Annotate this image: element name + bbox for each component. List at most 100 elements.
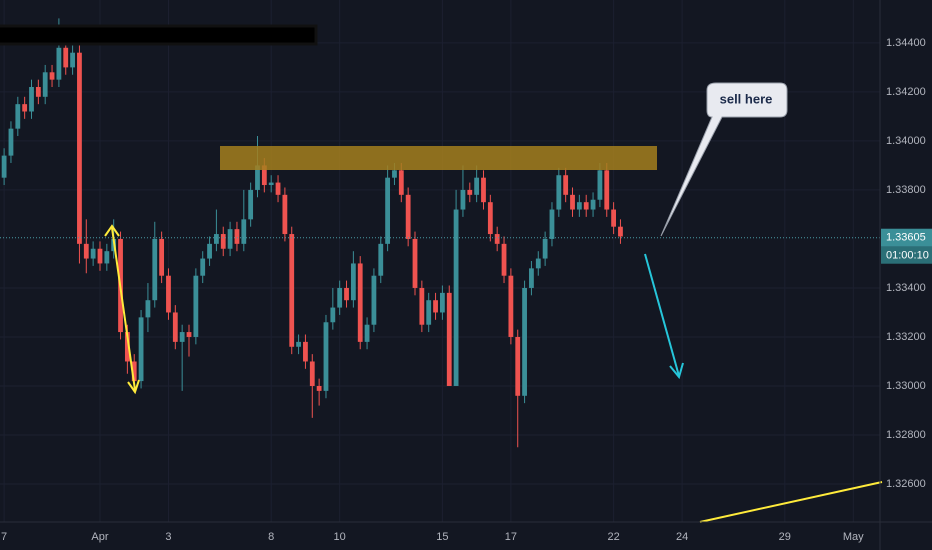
candle-body (549, 209, 555, 239)
candle-body (220, 234, 226, 249)
y-tick-label: 1.33400 (886, 282, 926, 294)
candle-body (446, 292, 452, 386)
candle-body (433, 300, 438, 313)
x-tick-label: 22 (607, 531, 619, 543)
candle-body (330, 307, 336, 323)
callout-text: sell here (720, 91, 773, 106)
yellow-arrow-head (104, 224, 120, 237)
yellow-arrow (111, 227, 136, 391)
candle-body (49, 72, 55, 80)
cyan-arrow-head (669, 362, 684, 380)
candle-body (145, 300, 151, 318)
candle-body (556, 175, 562, 210)
axes: 1.32600 1.32800 1.33000 1.33200 1.33400 1.338… (1, 37, 932, 543)
x-tick-label: May (843, 531, 864, 543)
y-tick-label: 1.33800 (886, 184, 926, 196)
candle-body (494, 234, 500, 244)
candle-body (97, 248, 103, 264)
x-tick-label: 7 (1, 531, 7, 543)
candle-body (590, 199, 596, 210)
candle-body (35, 87, 41, 97)
x-tick-label: 17 (505, 531, 517, 543)
candle-body (337, 287, 343, 308)
candle-body (268, 182, 274, 186)
y-tick-label: 1.33200 (886, 331, 926, 343)
candle-body (453, 209, 459, 386)
candle-body (131, 361, 137, 382)
candle-body (214, 234, 219, 244)
candle-body (166, 275, 171, 313)
candle-body (15, 104, 21, 129)
plot (0, 0, 880, 522)
candle-body (152, 238, 158, 301)
candle-body (426, 300, 432, 325)
candle-body (255, 165, 260, 190)
countdown-label: 01:00:10 (886, 250, 929, 262)
candle-body (611, 209, 617, 227)
y-tick-label: 1.32800 (886, 429, 926, 441)
candle-body (522, 287, 527, 396)
candle-body (542, 238, 548, 259)
candle-body (474, 177, 480, 195)
candle-body (22, 104, 28, 112)
y-tick-label: 1.34000 (886, 135, 926, 147)
x-tick-label: 24 (676, 531, 688, 543)
x-tick-label: 29 (779, 531, 791, 543)
candle-body (405, 194, 411, 239)
candle-body (90, 248, 96, 259)
candle-body (303, 341, 308, 362)
candle-body (193, 275, 199, 337)
candle-body (248, 189, 254, 220)
resistance-zone (220, 146, 657, 170)
candle-body (56, 47, 62, 80)
candle-body (467, 189, 473, 195)
candle-body (159, 238, 165, 276)
candle-body (29, 87, 34, 112)
candle-body (1, 155, 7, 178)
candle-body (200, 258, 206, 276)
candle-body (104, 251, 110, 264)
candle-body (124, 332, 130, 362)
candle-body (344, 287, 349, 301)
candle-body (392, 170, 397, 178)
trend-line (699, 481, 883, 523)
yellow-arrow-head (127, 379, 140, 395)
y-tick-label: 1.34200 (886, 86, 926, 98)
candle-body (419, 287, 425, 325)
candle-body (535, 258, 541, 269)
candle-body (618, 226, 623, 237)
last-price-label: 1.33605 (886, 232, 926, 244)
candle-body (207, 243, 212, 259)
x-tick-label: 10 (334, 531, 346, 543)
x-tick-label: 15 (436, 531, 448, 543)
y-tick-label: 1.33000 (886, 380, 926, 392)
candle-body (508, 275, 514, 337)
candle-body (583, 202, 589, 210)
countdown-tag (881, 246, 932, 264)
candle-body (350, 263, 356, 301)
candle-body (282, 194, 288, 235)
candle-body (138, 317, 144, 382)
candle-body (316, 385, 322, 391)
candle-body (371, 275, 377, 325)
candle-body (42, 72, 48, 97)
candle-body (515, 336, 521, 396)
candle-body (186, 332, 192, 337)
candle-body (604, 170, 610, 210)
candle-body (597, 170, 603, 200)
candle-body (234, 229, 240, 244)
candle-body (378, 243, 384, 276)
candle-body (398, 170, 404, 195)
candle-body (501, 243, 507, 276)
candle-body (289, 234, 295, 347)
cyan-arrow (644, 253, 680, 377)
last-price-tag (881, 228, 932, 247)
candle-body (241, 219, 247, 244)
candle-body (570, 194, 575, 210)
candle-body (261, 165, 267, 186)
candle-body (385, 177, 391, 244)
candle-body (487, 202, 493, 235)
